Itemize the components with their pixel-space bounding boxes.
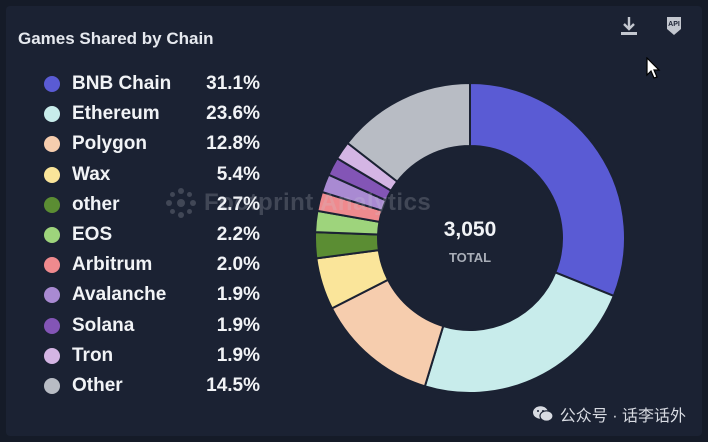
legend-item[interactable]: Arbitrum 2.0% xyxy=(44,250,260,280)
social-credit: 公众号 · 话李话外 xyxy=(532,402,686,426)
legend-item[interactable]: Tron 1.9% xyxy=(44,341,260,371)
api-icon-label: API xyxy=(668,21,680,28)
legend-value: 2.7% xyxy=(216,193,260,215)
legend-swatch xyxy=(44,76,60,93)
legend-item[interactable]: EOS 2.2% xyxy=(44,220,260,250)
legend-swatch xyxy=(44,227,60,244)
legend-label: Other xyxy=(72,374,123,396)
legend-label: Avalanche xyxy=(72,284,167,306)
legend-swatch xyxy=(44,196,60,213)
legend-value: 2.0% xyxy=(216,254,260,276)
legend-swatch xyxy=(44,347,60,364)
legend-value: 31.1% xyxy=(206,73,260,95)
legend-value: 12.8% xyxy=(206,133,260,155)
legend-label: Polygon xyxy=(72,133,147,155)
legend-value: 14.5% xyxy=(206,374,260,396)
legend-label: Arbitrum xyxy=(72,254,153,276)
watermark-text: Footprint Analytics xyxy=(204,189,432,216)
legend-item[interactable]: Wax 5.4% xyxy=(44,160,260,190)
api-icon[interactable]: API xyxy=(662,14,686,38)
legend-label: Tron xyxy=(72,344,114,366)
legend-item[interactable]: Avalanche 1.9% xyxy=(44,280,260,310)
legend-item[interactable]: BNB Chain 31.1% xyxy=(44,69,260,99)
legend-swatch xyxy=(44,377,60,394)
legend-swatch xyxy=(44,136,60,153)
legend-value: 2.2% xyxy=(216,224,260,246)
legend-item[interactable]: Solana 1.9% xyxy=(44,311,260,341)
legend-label: Wax xyxy=(72,163,111,185)
legend-label: other xyxy=(72,193,120,215)
legend-value: 1.9% xyxy=(216,284,260,306)
donut-slice-bnb-chain[interactable] xyxy=(469,81,626,298)
wechat-icon xyxy=(532,406,554,422)
legend-value: 1.9% xyxy=(216,314,260,336)
social-text: 公众号 · 话李话外 xyxy=(559,408,686,425)
legend-item[interactable]: other 2.7% xyxy=(44,190,260,220)
legend-value: 23.6% xyxy=(206,103,260,125)
legend-swatch xyxy=(44,287,60,304)
legend-item[interactable]: Other 14.5% xyxy=(44,371,260,401)
legend-swatch xyxy=(44,317,60,334)
legend-label: Solana xyxy=(72,314,135,336)
legend-label: EOS xyxy=(72,224,113,246)
watermark: Footprint Analytics xyxy=(164,186,431,220)
legend-value: 1.9% xyxy=(216,344,260,366)
legend-swatch xyxy=(44,106,60,123)
legend-swatch xyxy=(44,166,60,183)
download-icon[interactable] xyxy=(617,14,641,38)
legend-value: 5.4% xyxy=(216,163,260,185)
legend-label: BNB Chain xyxy=(72,73,172,95)
donut-slice-ethereum[interactable] xyxy=(423,271,616,394)
chart-title: Games Shared by Chain xyxy=(18,29,214,48)
mouse-cursor-icon xyxy=(646,57,661,79)
legend: BNB Chain 31.1% Ethereum 23.6% Polygon 12.8% W… xyxy=(44,69,260,401)
donut-total-value: 3,050 xyxy=(444,218,497,241)
legend-item[interactable]: Polygon 12.8% xyxy=(44,129,260,159)
legend-item[interactable]: Ethereum 23.6% xyxy=(44,99,260,129)
donut-total-label: TOTAL xyxy=(449,250,491,265)
legend-swatch xyxy=(44,257,60,274)
watermark-logo-icon xyxy=(166,188,196,218)
donut-slice-other[interactable] xyxy=(346,81,471,184)
legend-label: Ethereum xyxy=(72,103,160,125)
